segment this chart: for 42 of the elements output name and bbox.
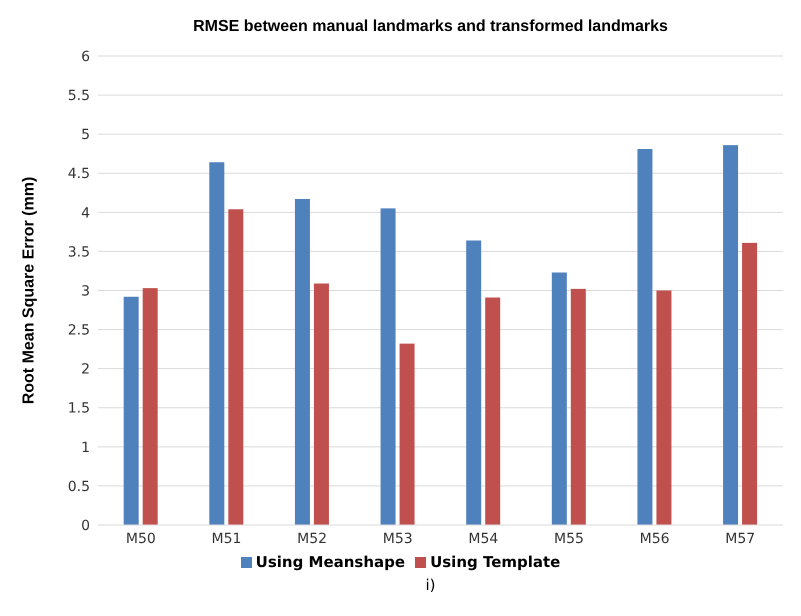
y-tick-label: 3 [81,283,90,300]
bar [485,298,500,525]
y-tick-label: 4.5 [68,166,90,182]
bar [570,288,586,525]
bar [209,162,224,525]
y-tick-label: 4 [81,205,90,222]
y-tick-label: 1.5 [68,400,90,417]
bar [294,199,310,525]
y-tick-label: 2 [81,362,90,378]
bar [124,296,139,525]
bar [314,283,329,525]
text: i) [424,576,437,594]
bar [400,344,415,525]
y-tick-label: 5 [81,127,90,144]
bar [380,208,396,525]
y-tick-label: 0.5 [68,478,90,495]
x-tick-label: M50 [126,530,156,547]
legend-label: Using Template [430,553,560,571]
y-tick-label: 3.5 [68,244,90,260]
y-axis-title: Root Mean Square Error (mm) [20,176,38,404]
bar [656,290,672,525]
y-tick-label: 1 [81,440,90,456]
x-tick-label: M57 [725,530,756,547]
bar [142,288,158,525]
x-tick-label: M54 [468,530,498,547]
legend-label: Using Meanshape [256,553,406,571]
chart-title: RMSE between manual landmarks and transformed landmarks [192,17,669,36]
x-tick-label: M53 [382,530,413,547]
bar [552,272,567,525]
bar [723,145,738,525]
y-tick-label: 2.5 [68,322,90,339]
bar [466,240,482,525]
x-tick-label: M56 [640,530,670,547]
bar [228,209,244,525]
bar [637,149,652,525]
bar [742,242,758,525]
y-tick-label: 5.5 [68,88,90,104]
x-tick-label: M52 [297,530,328,547]
y-tick-label: 0 [81,518,90,534]
x-tick-label: M55 [554,530,584,547]
y-tick-label: 6 [81,48,90,65]
x-tick-label: M51 [211,530,242,547]
